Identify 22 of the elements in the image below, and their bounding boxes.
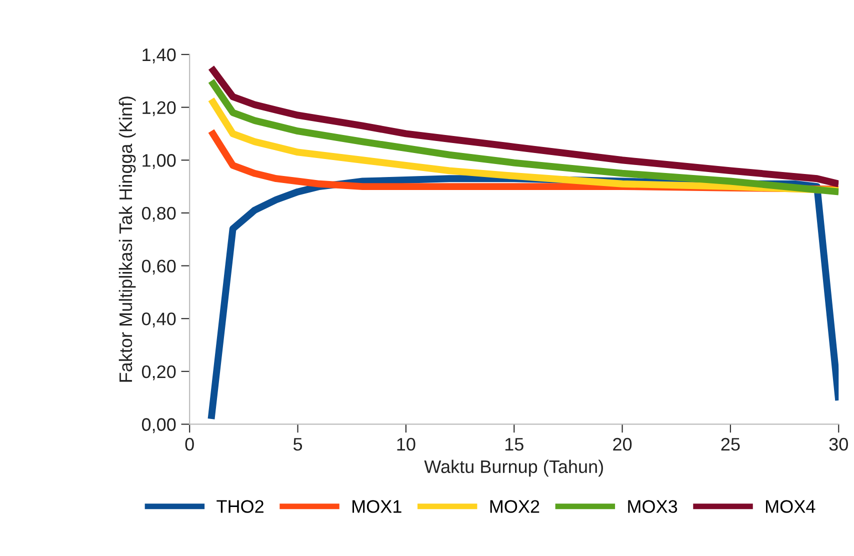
x-tick-label: 25 — [721, 438, 740, 451]
y-tick-label: 0,00 — [142, 418, 176, 434]
x-tick-label: 0 — [185, 438, 194, 451]
x-axis-title: Waktu Burnup (Tahun) — [424, 460, 603, 477]
legend-label: MOX1 — [352, 500, 402, 513]
y-tick-label: 1,00 — [142, 154, 176, 169]
legend-label: MOX3 — [628, 500, 678, 513]
x-tick-label: 15 — [505, 438, 524, 451]
x-tick-label: 20 — [613, 438, 632, 451]
y-tick-label: 1,40 — [142, 48, 176, 64]
x-tick-label: 30 — [829, 438, 848, 451]
legend-label: MOX2 — [490, 500, 540, 513]
y-tick-label: 0,20 — [142, 365, 176, 380]
legend-label: THO2 — [216, 500, 264, 513]
y-tick-label: 0,60 — [142, 260, 176, 275]
x-tick-label: 10 — [397, 438, 416, 451]
x-tick-label: 5 — [293, 438, 302, 451]
y-tick-label: 1,20 — [142, 101, 176, 116]
y-axis-title: Faktor Multiplikasi Tak Hingga (Kinf) — [118, 96, 136, 382]
y-tick-label: 0,80 — [142, 206, 176, 222]
y-tick-label: 0,40 — [142, 312, 176, 328]
legend-label: MOX4 — [766, 500, 816, 513]
